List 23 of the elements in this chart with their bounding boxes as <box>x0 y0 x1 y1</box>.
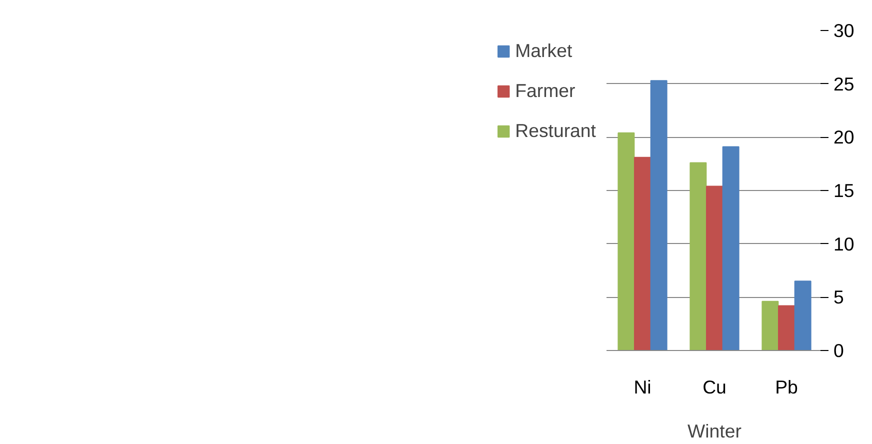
x-tick-label: Cu <box>702 376 726 398</box>
x-axis-title: Winter <box>688 420 742 442</box>
y-tick-label: 30 <box>834 20 854 41</box>
legend-label: Market <box>515 40 572 62</box>
bar <box>722 146 740 350</box>
y-tick-label: 5 <box>834 286 844 308</box>
legend-label: Resturant <box>515 120 596 142</box>
y-tick-label: 10 <box>834 233 854 254</box>
bar <box>690 162 707 350</box>
bar <box>634 156 651 350</box>
bar <box>618 132 635 350</box>
bar <box>794 280 812 350</box>
y-tick-label: 20 <box>834 126 854 148</box>
x-tick-label: Ni <box>634 376 652 398</box>
bar <box>706 186 723 350</box>
bar <box>778 305 795 350</box>
bar <box>650 80 668 350</box>
bar <box>762 300 779 350</box>
legend-label: Farmer <box>515 80 576 102</box>
x-tick-label: Pb <box>775 376 798 398</box>
y-tick-label: 0 <box>834 340 844 361</box>
y-tick-label: 15 <box>834 180 854 201</box>
y-tick-label: 25 <box>834 73 854 94</box>
